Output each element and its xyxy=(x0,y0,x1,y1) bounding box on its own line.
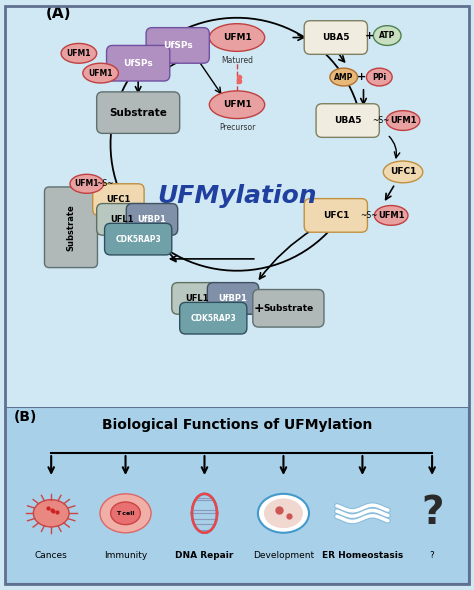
Text: UFL1: UFL1 xyxy=(110,215,134,224)
Circle shape xyxy=(264,499,303,528)
Text: UFM1: UFM1 xyxy=(67,49,91,58)
Ellipse shape xyxy=(330,68,357,86)
Text: UfBP1: UfBP1 xyxy=(219,294,247,303)
Text: ~S~: ~S~ xyxy=(96,179,113,188)
Text: UFM1: UFM1 xyxy=(390,116,416,125)
Text: UfSPs: UfSPs xyxy=(163,41,192,50)
Ellipse shape xyxy=(61,44,97,63)
Text: UFM1: UFM1 xyxy=(223,33,251,42)
Text: +: + xyxy=(365,31,374,41)
Text: UfSPs: UfSPs xyxy=(123,59,153,68)
Ellipse shape xyxy=(383,161,423,183)
FancyBboxPatch shape xyxy=(5,407,469,584)
Text: +: + xyxy=(254,302,264,315)
Text: DNA Repair: DNA Repair xyxy=(175,551,234,560)
Text: T cell: T cell xyxy=(116,511,135,516)
Text: Substrate: Substrate xyxy=(109,107,167,117)
Text: ?: ? xyxy=(421,494,443,532)
Ellipse shape xyxy=(374,25,401,45)
Text: Substrate: Substrate xyxy=(263,304,313,313)
Text: UFC1: UFC1 xyxy=(106,195,131,204)
Text: CDK5RAP3: CDK5RAP3 xyxy=(191,314,236,323)
Text: Biological Functions of UFMylation: Biological Functions of UFMylation xyxy=(102,418,372,432)
FancyBboxPatch shape xyxy=(146,28,210,63)
Text: UFC1: UFC1 xyxy=(323,211,349,220)
Text: Immunity: Immunity xyxy=(104,551,147,560)
Text: PPi: PPi xyxy=(372,73,386,81)
Text: AMP: AMP xyxy=(334,73,354,81)
Circle shape xyxy=(110,502,140,525)
Ellipse shape xyxy=(210,24,264,51)
Ellipse shape xyxy=(210,91,264,119)
Ellipse shape xyxy=(366,68,392,86)
Circle shape xyxy=(100,494,151,533)
Text: ?: ? xyxy=(430,551,435,560)
FancyBboxPatch shape xyxy=(93,184,144,215)
Ellipse shape xyxy=(70,174,104,194)
FancyBboxPatch shape xyxy=(253,290,324,327)
Text: ~S~: ~S~ xyxy=(361,211,378,220)
FancyBboxPatch shape xyxy=(45,187,98,268)
FancyBboxPatch shape xyxy=(304,199,367,232)
Text: UFM1: UFM1 xyxy=(88,68,113,78)
Text: UfBP1: UfBP1 xyxy=(137,215,166,224)
Text: ER Homeostasis: ER Homeostasis xyxy=(322,551,403,560)
Text: UFL1: UFL1 xyxy=(186,294,209,303)
Text: Development: Development xyxy=(253,551,314,560)
FancyBboxPatch shape xyxy=(316,104,379,137)
Text: Substrate: Substrate xyxy=(66,204,75,251)
Text: ~S~: ~S~ xyxy=(373,116,390,125)
Ellipse shape xyxy=(386,111,420,130)
FancyBboxPatch shape xyxy=(97,92,180,133)
FancyBboxPatch shape xyxy=(97,204,148,235)
Ellipse shape xyxy=(374,205,408,225)
Text: ATP: ATP xyxy=(379,31,395,40)
Text: UFM1: UFM1 xyxy=(223,100,251,109)
Text: UFC1: UFC1 xyxy=(390,168,416,176)
Text: +: + xyxy=(357,72,366,82)
FancyBboxPatch shape xyxy=(107,45,170,81)
Text: Cances: Cances xyxy=(35,551,68,560)
Text: (B): (B) xyxy=(14,410,37,424)
Text: (A): (A) xyxy=(46,6,71,21)
Text: Matured: Matured xyxy=(221,57,253,65)
Text: Precursor: Precursor xyxy=(219,123,255,132)
Text: UBA5: UBA5 xyxy=(334,116,362,125)
FancyBboxPatch shape xyxy=(126,204,178,235)
FancyBboxPatch shape xyxy=(172,283,223,314)
Text: CDK5RAP3: CDK5RAP3 xyxy=(115,235,161,244)
Circle shape xyxy=(258,494,309,533)
Text: UFM1: UFM1 xyxy=(74,179,99,188)
FancyBboxPatch shape xyxy=(180,302,247,334)
Text: UFM1: UFM1 xyxy=(378,211,404,220)
FancyBboxPatch shape xyxy=(304,21,367,54)
Circle shape xyxy=(33,500,69,527)
Text: UFMylation: UFMylation xyxy=(157,183,317,208)
Ellipse shape xyxy=(83,63,118,83)
Text: UBA5: UBA5 xyxy=(322,33,349,42)
FancyBboxPatch shape xyxy=(207,283,259,314)
FancyBboxPatch shape xyxy=(105,224,172,255)
